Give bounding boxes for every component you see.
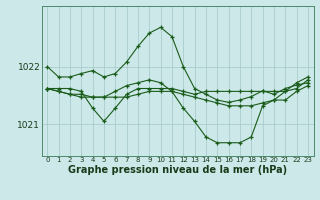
X-axis label: Graphe pression niveau de la mer (hPa): Graphe pression niveau de la mer (hPa) <box>68 165 287 175</box>
